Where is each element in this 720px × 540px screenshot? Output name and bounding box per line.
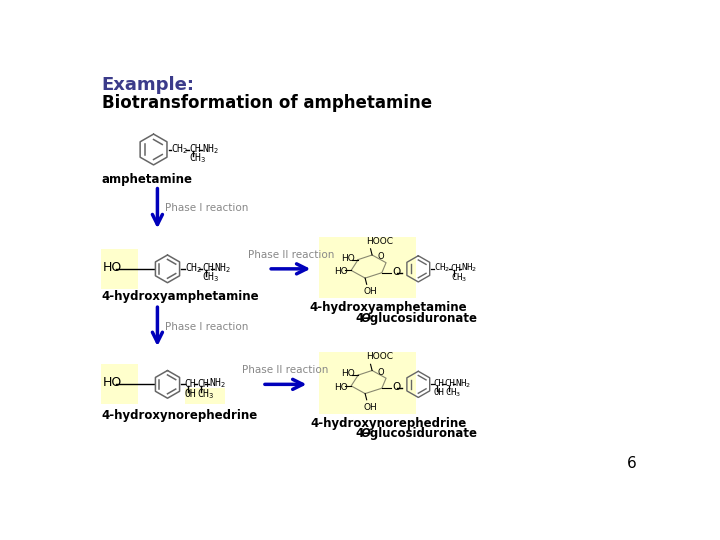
Text: 4-hydroxynorephedrine: 4-hydroxynorephedrine bbox=[102, 409, 258, 422]
Text: CH$_3$: CH$_3$ bbox=[445, 387, 461, 399]
Bar bbox=[101, 364, 138, 404]
Text: OH: OH bbox=[184, 389, 197, 400]
Text: HO: HO bbox=[103, 376, 122, 389]
Text: CH$_3$: CH$_3$ bbox=[202, 271, 220, 284]
Text: NH$_2$: NH$_2$ bbox=[456, 377, 472, 390]
Text: HO: HO bbox=[341, 369, 355, 378]
Text: NH$_2$: NH$_2$ bbox=[461, 262, 477, 274]
Text: Biotransformation of amphetamine: Biotransformation of amphetamine bbox=[102, 94, 432, 112]
Text: HO: HO bbox=[334, 383, 348, 392]
Text: 4-: 4- bbox=[356, 312, 369, 325]
Text: CH: CH bbox=[451, 264, 462, 273]
Text: O: O bbox=[392, 267, 400, 277]
Text: CH$_2$: CH$_2$ bbox=[433, 262, 450, 274]
Bar bbox=[101, 249, 138, 289]
Text: amphetamine: amphetamine bbox=[102, 173, 193, 186]
Text: OH: OH bbox=[364, 287, 377, 296]
Text: CH: CH bbox=[189, 144, 201, 154]
Text: CH$_2$: CH$_2$ bbox=[184, 261, 202, 275]
Bar bbox=[184, 388, 225, 403]
Text: CH: CH bbox=[184, 379, 197, 389]
Text: HO: HO bbox=[334, 267, 348, 276]
Text: 4-hydroxyamphetamine: 4-hydroxyamphetamine bbox=[102, 291, 259, 303]
Bar bbox=[319, 352, 415, 414]
Text: O: O bbox=[361, 312, 371, 325]
Text: CH$_3$: CH$_3$ bbox=[451, 271, 467, 284]
Text: Phase II reaction: Phase II reaction bbox=[243, 365, 329, 375]
Bar bbox=[319, 237, 415, 298]
Text: CH: CH bbox=[433, 379, 444, 388]
Text: NH$_2$: NH$_2$ bbox=[209, 377, 226, 390]
Text: O: O bbox=[377, 252, 384, 261]
Text: Phase I reaction: Phase I reaction bbox=[165, 204, 248, 213]
Text: HOOC: HOOC bbox=[366, 352, 393, 361]
Text: CH$_2$: CH$_2$ bbox=[171, 142, 188, 156]
Text: 4-: 4- bbox=[356, 428, 369, 441]
Text: Phase II reaction: Phase II reaction bbox=[248, 249, 334, 260]
Text: CH: CH bbox=[197, 379, 209, 389]
Text: CH: CH bbox=[202, 263, 214, 273]
Text: CH$_3$: CH$_3$ bbox=[189, 151, 207, 165]
Text: NH$_2$: NH$_2$ bbox=[214, 261, 231, 275]
Text: HOOC: HOOC bbox=[366, 237, 393, 246]
Text: CH$_3$: CH$_3$ bbox=[197, 388, 215, 401]
Text: 4-hydroxynorephedrine: 4-hydroxynorephedrine bbox=[310, 417, 467, 430]
Text: O: O bbox=[361, 428, 371, 441]
Text: HO: HO bbox=[103, 261, 122, 274]
Text: O: O bbox=[392, 382, 400, 393]
Text: Example:: Example: bbox=[102, 76, 194, 94]
Text: NH$_2$: NH$_2$ bbox=[202, 142, 219, 156]
Text: HO: HO bbox=[341, 254, 355, 262]
Text: Phase I reaction: Phase I reaction bbox=[165, 322, 248, 332]
Text: OH: OH bbox=[364, 403, 377, 412]
Text: O: O bbox=[377, 368, 384, 376]
Text: OH: OH bbox=[433, 388, 444, 397]
Text: -glucosiduronate: -glucosiduronate bbox=[365, 428, 477, 441]
Text: 6: 6 bbox=[626, 456, 636, 471]
Text: 4-hydroxyamphetamine: 4-hydroxyamphetamine bbox=[310, 301, 467, 314]
Text: -glucosiduronate: -glucosiduronate bbox=[365, 312, 477, 325]
Text: CH: CH bbox=[445, 379, 455, 388]
